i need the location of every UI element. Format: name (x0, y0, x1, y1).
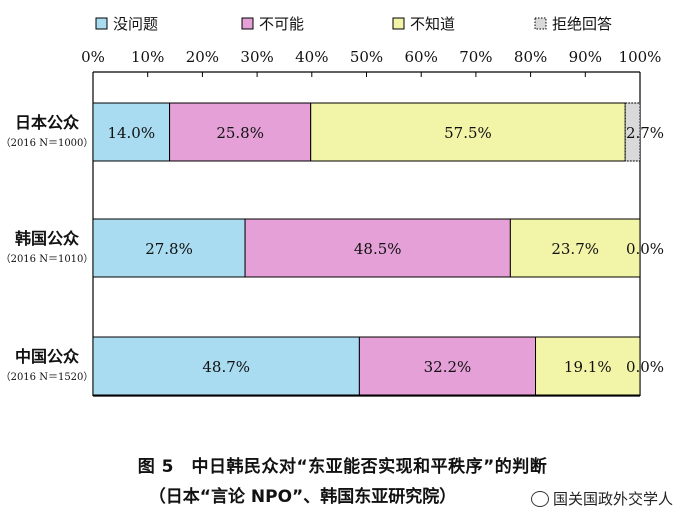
bar-segment (509, 218, 641, 278)
data-label: 32.2% (424, 358, 472, 376)
legend-swatch (95, 17, 108, 30)
x-tick-label: 60% (405, 48, 438, 66)
x-tick-label: 10% (131, 48, 164, 66)
data-label: 48.7% (202, 358, 250, 376)
data-label: 48.5% (354, 240, 402, 258)
x-tick-label: 70% (459, 48, 492, 66)
data-label: 25.8% (216, 124, 264, 142)
legend-swatch (534, 17, 547, 30)
legend-label: 不知道 (410, 15, 455, 33)
x-tick-label: 100% (619, 48, 662, 66)
legend-label: 拒绝回答 (552, 15, 612, 33)
data-label: 14.0% (107, 124, 155, 142)
x-tick-label: 90% (569, 48, 602, 66)
stacked-bar-chart: 0% 10% 20% 30% 40% 50% 60% 70% 80% 90% 100% 没问题 不可能 不… (1, 15, 664, 397)
bar-segment (244, 218, 511, 278)
x-tick-label: 20% (186, 48, 219, 66)
bar-segment (310, 102, 626, 162)
data-label: 57.5% (444, 124, 492, 142)
bar-segment (535, 336, 641, 396)
x-tick-label: 0% (81, 48, 105, 66)
data-label: 23.7% (551, 240, 599, 258)
x-tick-label: 80% (514, 48, 547, 66)
bar-segment (92, 102, 171, 162)
category-label: 日本公众 (15, 113, 80, 132)
wechat-icon (530, 490, 549, 507)
x-tick-label: 30% (240, 48, 273, 66)
legend-swatch (392, 17, 405, 30)
figure-caption-line2: （日本“言论 NPO”、韩国东亚研究院） (148, 487, 457, 507)
bar-segment (624, 102, 641, 162)
legend-swatch (241, 17, 254, 30)
category-label: 韩国公众 (15, 229, 80, 248)
data-label: 2.7% (626, 124, 664, 142)
figure-caption-line1: 图 5 中日韩民众对“东亚能否实现和平秩序”的判断 (137, 457, 548, 477)
bar-segment (358, 336, 537, 396)
bar-segment (92, 218, 246, 278)
data-label: 27.8% (145, 240, 193, 258)
category-sample-label: （2016 N＝1520） (1, 371, 94, 383)
legend-label: 没问题 (113, 15, 158, 33)
category-sample-label: （2016 N＝1000） (1, 137, 94, 149)
watermark: 国关国政外交学人 (530, 488, 673, 509)
x-tick-label: 50% (350, 48, 383, 66)
x-tick-label: 40% (295, 48, 328, 66)
data-label: 0.0% (626, 240, 664, 258)
data-label: 0.0% (626, 358, 664, 376)
legend-label: 不可能 (259, 15, 304, 33)
data-label: 19.1% (564, 358, 612, 376)
watermark-text: 国关国政外交学人 (552, 490, 673, 508)
category-label: 中国公众 (15, 347, 80, 366)
category-sample-label: （2016 N＝1010） (1, 253, 94, 265)
